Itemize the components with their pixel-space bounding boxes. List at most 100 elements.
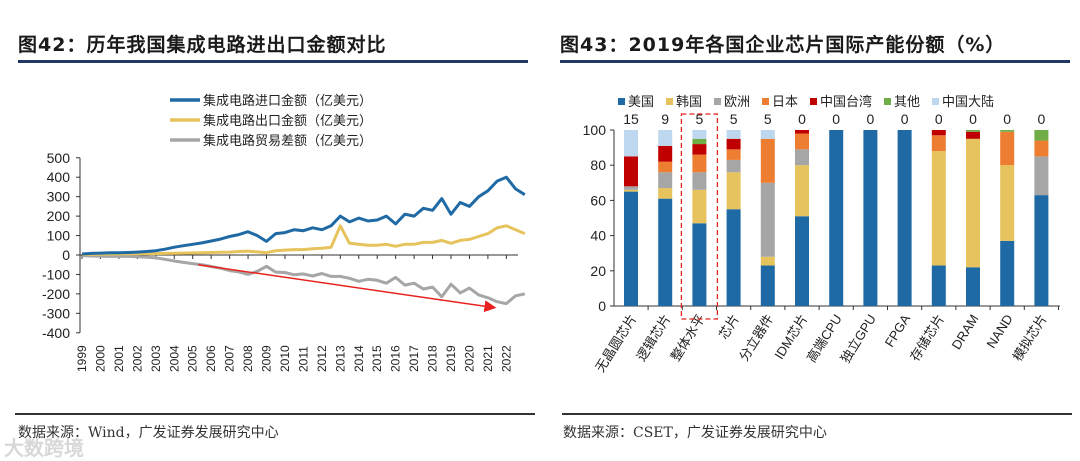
bar-segment-美国: [624, 191, 638, 306]
x-tick-label: 2000: [93, 345, 107, 372]
bar-segment-韩国: [931, 151, 946, 266]
y-tick-label: 500: [47, 150, 71, 166]
x-tick-label: 2017: [407, 345, 421, 372]
bar-segment-美国: [1000, 240, 1015, 306]
legend-swatch: [666, 98, 673, 105]
series-line-2: [81, 254, 526, 306]
bar-segment-美国: [692, 223, 707, 306]
bar-top-label: 5: [730, 111, 738, 127]
bar-segment-日本: [1034, 140, 1049, 157]
x-tick-label: 2004: [167, 345, 181, 372]
legend-swatch: [884, 98, 891, 105]
left-bottom-rule: [15, 413, 535, 415]
series-line-1: [81, 224, 526, 257]
bar-segment-中国台湾: [658, 145, 673, 162]
bar-top-label: 0: [798, 111, 806, 127]
bar-segment-欧洲: [760, 182, 775, 257]
x-tick-label: 2010: [278, 345, 292, 372]
bar-segment-中国大陆: [726, 130, 741, 139]
x-tick-label: 2014: [352, 345, 366, 372]
bar-top-label: 0: [867, 111, 875, 127]
x-tick-label: 2022: [499, 345, 513, 372]
legend-swatch: [618, 98, 625, 105]
x-tick-label: 1999: [75, 345, 89, 372]
bar-segment-中国台湾: [966, 131, 980, 139]
x-tick-label: 分立器件: [736, 312, 776, 364]
x-tick-label: 2013: [333, 345, 347, 372]
x-tick-label: 2007: [223, 345, 237, 372]
bar-top-label: 15: [623, 111, 639, 127]
highlight-box: [680, 113, 719, 320]
x-tick-label: 2012: [315, 345, 329, 372]
right-source: 数据来源：CSET，广发证券发展研究中心: [563, 425, 827, 441]
x-tick-label: 2006: [204, 345, 218, 372]
bar-top-label: 5: [696, 111, 704, 127]
bar-segment-韩国: [624, 189, 638, 192]
bar-segment-美国: [795, 216, 809, 306]
legend-swatch: [932, 98, 939, 105]
bar-segment-美国: [897, 130, 912, 306]
bar-segment-日本: [658, 161, 673, 173]
bar-segment-欧洲: [726, 159, 741, 173]
legend-swatch: [714, 98, 721, 105]
bar-top-label: 0: [969, 111, 977, 127]
legend-label: 韩国: [676, 94, 702, 109]
x-tick-label: 2001: [112, 345, 126, 372]
legend-swatch: [762, 98, 769, 105]
bar-segment-韩国: [692, 189, 707, 224]
legend-label: 欧洲: [724, 94, 750, 109]
left-title-rule: [18, 60, 528, 63]
x-tick-label: 2002: [130, 345, 144, 372]
bar-segment-韩国: [658, 188, 673, 199]
bar-segment-日本: [795, 133, 809, 150]
legend-label: 中国台湾: [820, 94, 872, 109]
bar-segment-韩国: [1000, 165, 1015, 241]
y-tick-label: 300: [47, 189, 71, 205]
bar-segment-其他: [966, 130, 980, 132]
legend-label: 日本: [772, 94, 798, 109]
x-tick-label: 2008: [241, 345, 255, 372]
bar-segment-中国台湾: [624, 156, 638, 187]
bar-segment-欧洲: [624, 186, 638, 190]
series-line-0: [81, 175, 526, 256]
bar-top-label: 9: [661, 111, 669, 127]
watermark: 大数跨境: [4, 438, 84, 460]
bar-segment-中国大陆: [760, 130, 775, 139]
bar-segment-韩国: [760, 256, 775, 266]
bar-segment-中国大陆: [658, 130, 673, 146]
x-tick-label: 2018: [426, 345, 440, 372]
legend-swatch: [810, 98, 817, 105]
bar-top-label: 5: [764, 111, 772, 127]
y-tick-label: 60: [590, 192, 606, 208]
bar-segment-日本: [760, 138, 775, 183]
bar-segment-美国: [760, 265, 775, 306]
bar-segment-日本: [692, 154, 707, 173]
legend-label: 集成电路贸易差额（亿美元）: [203, 133, 372, 148]
y-tick-label: -300: [42, 305, 70, 321]
bar-segment-美国: [966, 267, 980, 306]
y-tick-label: -200: [42, 286, 70, 302]
right-stacked-bar-chart: 02040608010015无晶圆芯片9逻辑芯片5整体水平5芯片5分立器件0ID…: [583, 94, 1060, 375]
x-tick-label: 无晶圆芯片: [592, 312, 639, 375]
bar-top-label: 0: [832, 111, 840, 127]
bar-segment-中国大陆: [692, 130, 707, 139]
x-tick-label: 2021: [481, 345, 495, 372]
x-tick-label: 2009: [260, 345, 274, 372]
bar-segment-美国: [931, 265, 946, 306]
bar-segment-欧洲: [692, 172, 707, 190]
bar-top-label: 0: [901, 111, 909, 127]
bar-segment-中国台湾: [726, 138, 741, 150]
right-bottom-rule: [562, 413, 1072, 415]
bar-top-label: 0: [1003, 111, 1011, 127]
bar-segment-美国: [658, 198, 673, 306]
y-tick-label: 0: [598, 298, 606, 314]
x-tick-label: 2020: [462, 345, 476, 372]
y-tick-label: 100: [583, 122, 607, 138]
x-tick-label: 2003: [149, 345, 163, 372]
bar-segment-美国: [1034, 195, 1049, 306]
x-tick-label: 2005: [186, 345, 200, 372]
y-tick-label: 0: [62, 247, 70, 263]
x-tick-label: 2016: [389, 345, 403, 372]
bar-segment-中国台湾: [931, 130, 946, 136]
bar-segment-中国台湾: [795, 130, 809, 134]
